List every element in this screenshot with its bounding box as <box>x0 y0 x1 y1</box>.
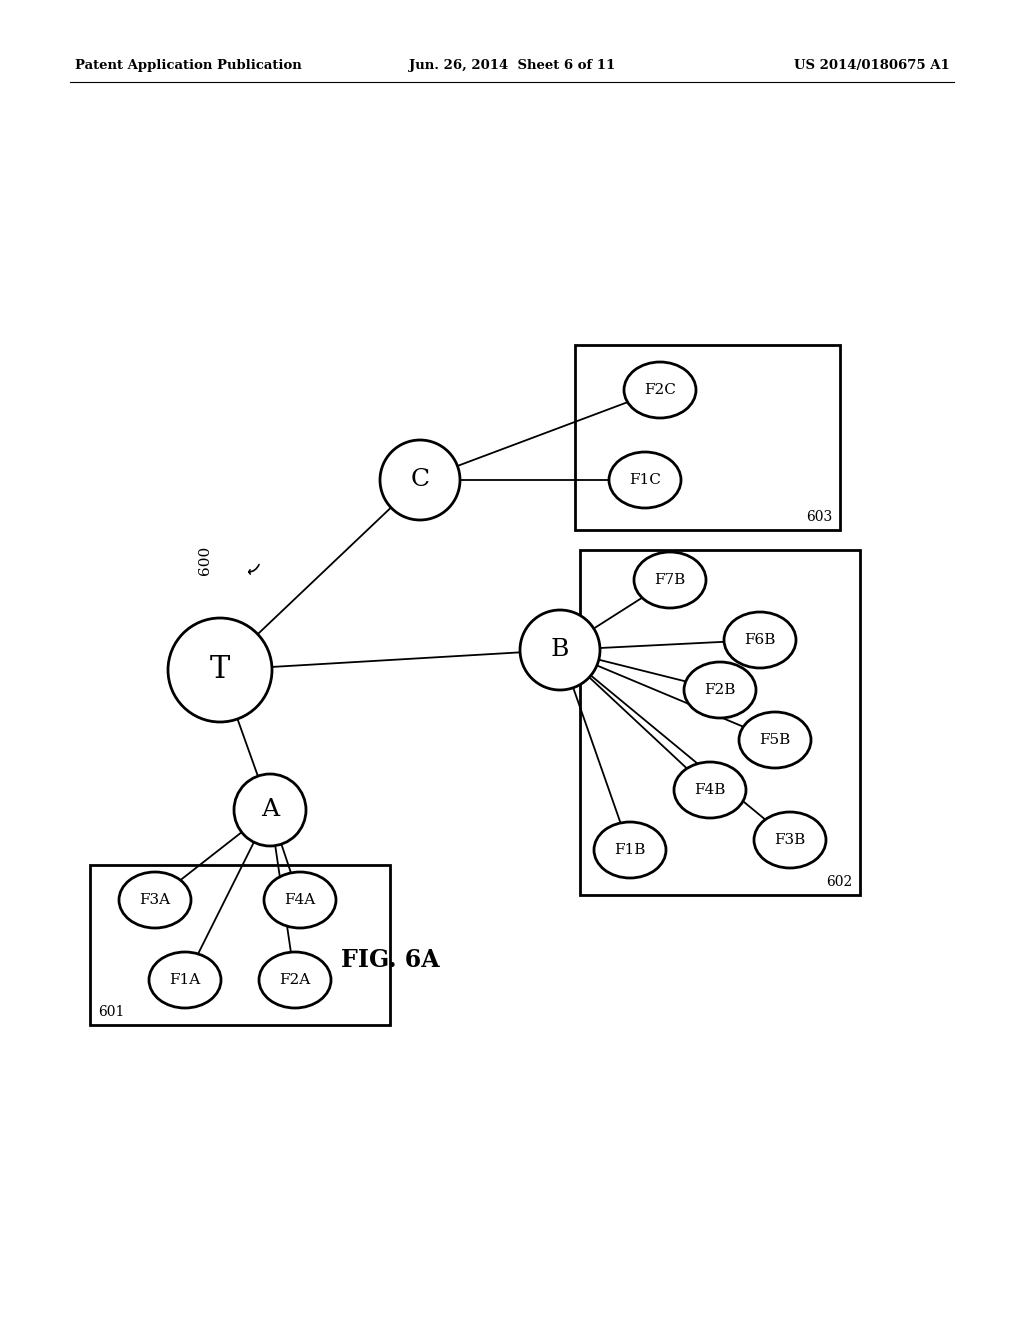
Ellipse shape <box>739 711 811 768</box>
Text: F6B: F6B <box>744 634 776 647</box>
Text: 603: 603 <box>806 510 831 524</box>
Text: F7B: F7B <box>654 573 686 587</box>
Ellipse shape <box>754 812 826 869</box>
Text: C: C <box>411 469 429 491</box>
Ellipse shape <box>264 873 336 928</box>
Text: 601: 601 <box>98 1005 124 1019</box>
Ellipse shape <box>259 952 331 1008</box>
Ellipse shape <box>684 663 756 718</box>
Text: F4B: F4B <box>694 783 726 797</box>
Text: FIG. 6A: FIG. 6A <box>341 948 439 972</box>
Text: F2B: F2B <box>705 682 735 697</box>
Bar <box>90 865 390 1026</box>
Text: A: A <box>261 799 280 821</box>
Bar <box>580 550 860 895</box>
Text: F3A: F3A <box>139 894 171 907</box>
Ellipse shape <box>724 612 796 668</box>
Text: F1B: F1B <box>614 843 646 857</box>
Ellipse shape <box>168 618 272 722</box>
Text: F5B: F5B <box>760 733 791 747</box>
Ellipse shape <box>119 873 191 928</box>
Bar <box>575 345 840 531</box>
Text: F1C: F1C <box>629 473 660 487</box>
Ellipse shape <box>634 552 706 609</box>
Ellipse shape <box>234 774 306 846</box>
Ellipse shape <box>594 822 666 878</box>
Text: Patent Application Publication: Patent Application Publication <box>75 58 302 71</box>
Text: 600: 600 <box>198 545 212 574</box>
Ellipse shape <box>150 952 221 1008</box>
Ellipse shape <box>624 362 696 418</box>
Text: F4A: F4A <box>285 894 315 907</box>
Text: Jun. 26, 2014  Sheet 6 of 11: Jun. 26, 2014 Sheet 6 of 11 <box>409 58 615 71</box>
Text: US 2014/0180675 A1: US 2014/0180675 A1 <box>795 58 950 71</box>
Text: F3B: F3B <box>774 833 806 847</box>
Text: B: B <box>551 639 569 661</box>
Ellipse shape <box>609 451 681 508</box>
Text: F2A: F2A <box>280 973 310 987</box>
Text: F2C: F2C <box>644 383 676 397</box>
Text: F1A: F1A <box>169 973 201 987</box>
Ellipse shape <box>380 440 460 520</box>
Text: T: T <box>210 655 230 685</box>
Ellipse shape <box>674 762 746 818</box>
Text: 602: 602 <box>825 875 852 888</box>
Ellipse shape <box>520 610 600 690</box>
